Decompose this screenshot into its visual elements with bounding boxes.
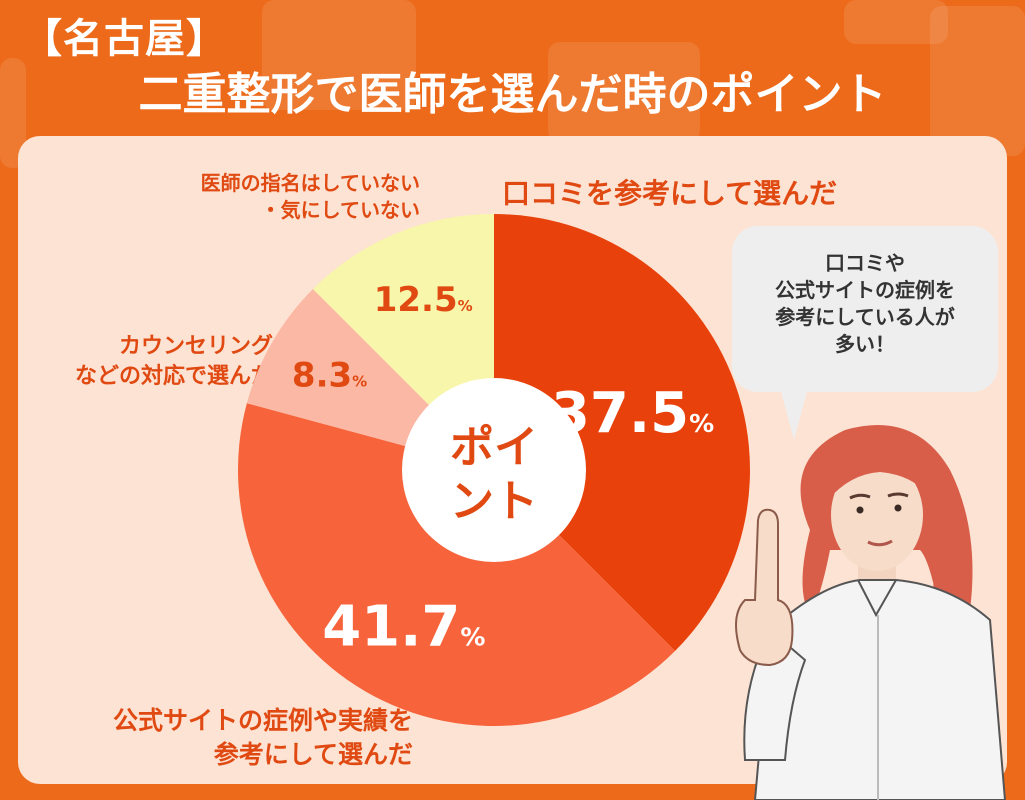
bubble-line: 多い！	[835, 332, 895, 356]
bubble-line: 公式サイトの症例を	[775, 278, 955, 302]
woman-illustration	[735, 425, 1007, 800]
label-none: 医師の指名はしていない ・気にしていない	[201, 170, 420, 224]
label-counseling: カウンセリング などの対応で選んだ	[75, 332, 273, 392]
speech-bubble-text: 口コミや 公式サイトの症例を 参考にしている人が 多い！	[732, 250, 998, 358]
label-official-line2: 参考にして選んだ	[213, 740, 413, 769]
bg-decoration	[930, 6, 1025, 156]
bubble-line: 口コミや	[825, 251, 905, 275]
label-none-line2: ・気にしていない	[260, 198, 420, 222]
slice-official	[237, 403, 676, 726]
eyebrow	[849, 493, 871, 500]
hand	[735, 508, 794, 667]
shirt	[753, 579, 1007, 800]
bg-decoration	[548, 42, 700, 142]
slice-value-label: 12.5%	[374, 280, 473, 320]
bg-decoration	[262, 0, 416, 110]
page-title: 二重整形で医師を選んだ時のポイント	[138, 69, 887, 120]
slice-value-label: 41.7%	[322, 594, 485, 659]
collar	[857, 579, 897, 618]
slice-reviews	[494, 214, 751, 652]
bg-decoration	[844, 0, 948, 44]
eye	[856, 506, 864, 514]
label-counseling-line2: などの対応で選んだ	[74, 364, 273, 389]
label-none-line1: 医師の指名はしていない	[200, 171, 420, 195]
bubble-line: 参考にしている人が	[775, 305, 955, 329]
slice-value-label: 8.3%	[292, 356, 367, 396]
speech-bubble	[732, 226, 998, 392]
eye	[894, 504, 902, 512]
center-label-line1: ポイ	[450, 422, 538, 473]
speech-bubble-tail	[780, 388, 808, 440]
hair-bangs	[828, 448, 932, 500]
center-label-line2: ント	[450, 476, 538, 527]
donut-hole	[402, 378, 586, 562]
face	[831, 459, 923, 571]
page-title-region: 【名古屋】	[22, 16, 227, 62]
mouth	[867, 539, 893, 547]
label-official-line1: 公式サイトの症例や実績を	[112, 706, 413, 735]
label-counseling-line1: カウンセリング	[118, 334, 273, 359]
label-official: 公式サイトの症例や実績を 参考にして選んだ	[113, 704, 413, 772]
eyebrow	[887, 492, 909, 498]
label-reviews: 口コミを参考にして選んだ	[502, 177, 838, 210]
